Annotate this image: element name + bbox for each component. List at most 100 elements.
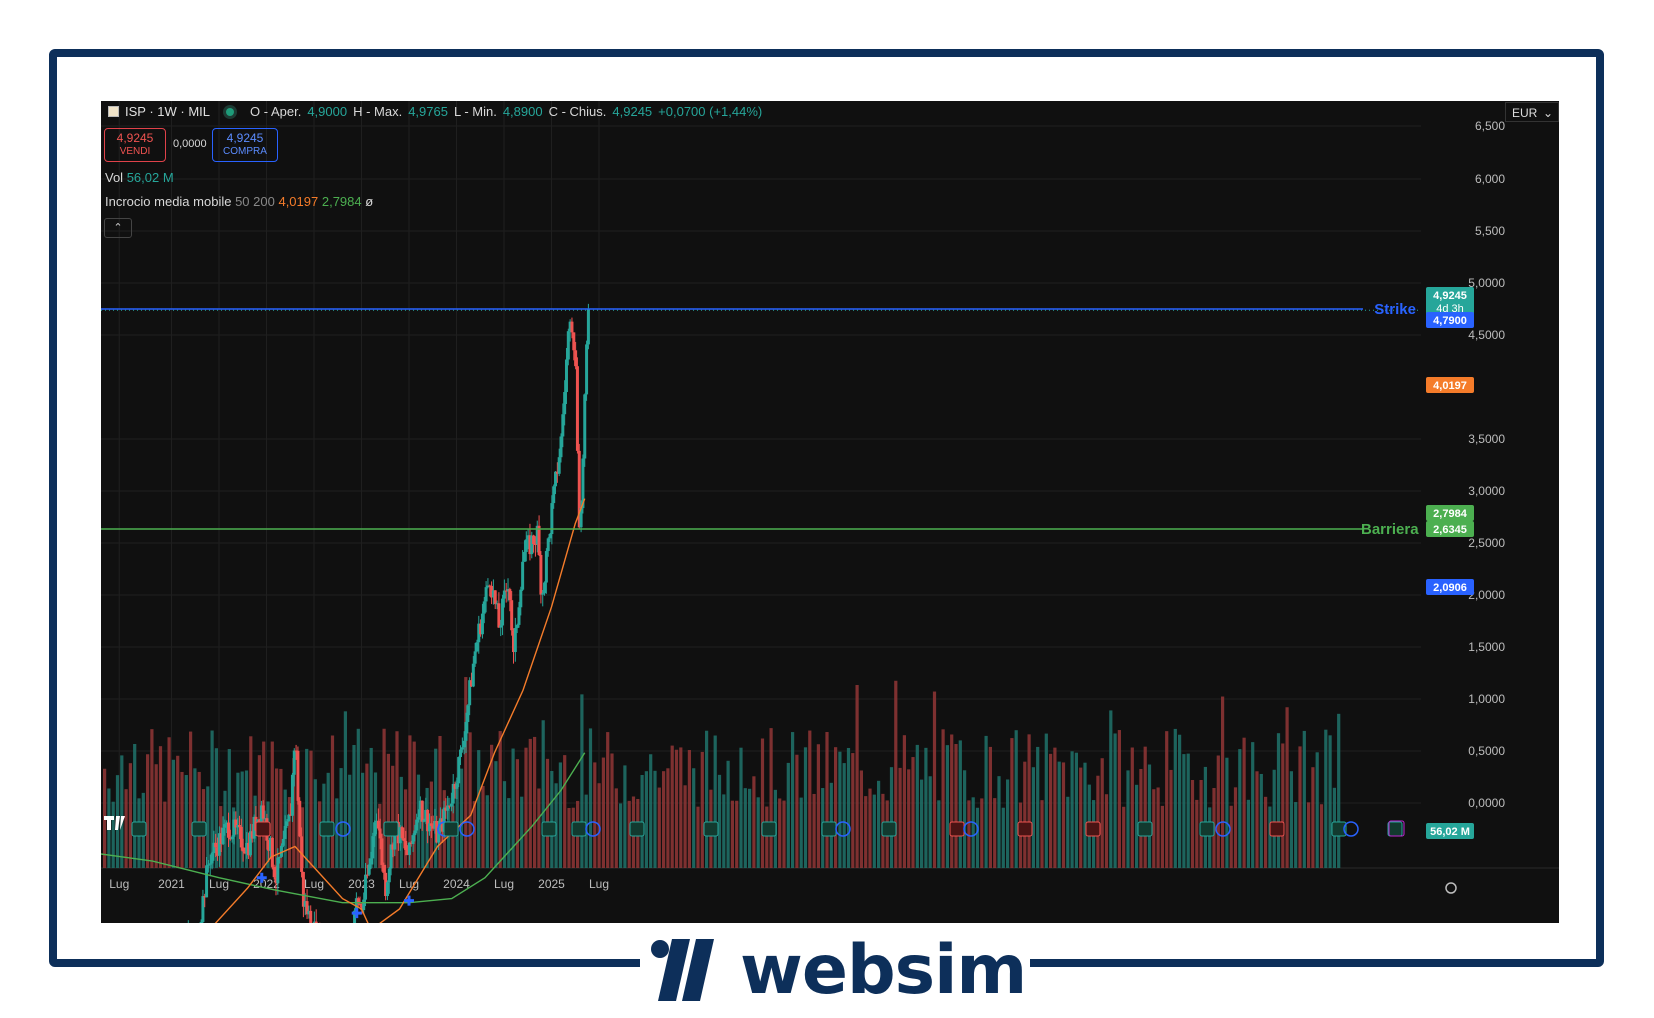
volume-bar [743, 788, 747, 868]
candle-body [210, 853, 214, 864]
volume-bar [653, 770, 657, 868]
volume-bar [1117, 730, 1121, 868]
websim-mark-icon [651, 939, 714, 1001]
candle-body [484, 587, 488, 602]
x-tick-label: Lug [589, 877, 609, 891]
candle-body [530, 535, 534, 555]
candle-body [451, 783, 455, 804]
candle-body [552, 486, 556, 504]
volume-bar [610, 753, 614, 868]
volume-bar [498, 731, 502, 868]
volume-bar [1057, 761, 1061, 868]
earnings-icon [443, 821, 459, 837]
volume-bar [391, 765, 395, 868]
volume-bar [765, 806, 769, 868]
volume-bar [485, 795, 489, 868]
candle-body [398, 827, 402, 844]
y-tick-label: 1,5000 [1468, 640, 1505, 654]
price-tag-value: 2,0906 [1433, 582, 1467, 594]
candle-body [236, 825, 240, 828]
volume-bar [1272, 769, 1276, 868]
volume-bar [700, 751, 704, 868]
ma-hidden-icon[interactable]: ø [365, 194, 374, 209]
volume-bar [1031, 767, 1035, 868]
candle-body [406, 849, 410, 855]
symbol-icon [108, 106, 119, 117]
candle-body [378, 828, 382, 839]
volume-bar [907, 769, 911, 868]
close-value: 4,9245 [612, 104, 653, 119]
volume-bar [1229, 805, 1233, 868]
dividend-icon [335, 821, 351, 837]
volume-bar [244, 770, 249, 868]
earnings-icon [541, 821, 557, 837]
ma-legend[interactable]: Incrocio media mobile 50 200 4,0197 2,79… [105, 194, 373, 209]
candle-body [563, 392, 567, 415]
candle-body [269, 837, 273, 851]
price-tag-value: 2,6345 [1433, 524, 1467, 536]
volume-bar [1100, 758, 1104, 868]
candle-body [237, 825, 241, 827]
chart-panel[interactable]: 6,500 6,000 5,500 5,0000 4,5000 3,5000 3,0000 2… [76, 101, 1559, 1018]
price-tag [1426, 823, 1474, 839]
volume-bar [326, 772, 330, 868]
volume-bar [1242, 737, 1246, 868]
volume-bar [120, 755, 124, 868]
volume-bar [171, 759, 175, 868]
candle-body [259, 805, 263, 823]
volume-bar [1195, 799, 1199, 868]
y-tick-label: 5,0000 [1468, 276, 1505, 290]
volume-bar [851, 753, 855, 868]
candle-body [539, 554, 543, 595]
candle-body [537, 525, 541, 555]
volume-bar [627, 800, 631, 868]
candle-body [459, 749, 463, 758]
candle-body [276, 857, 280, 884]
chart-canvas[interactable]: 6,5006,0005,5005,00004,50003,50003,00002… [76, 101, 1559, 1018]
volume-legend[interactable]: Vol 56,02 M [105, 170, 174, 185]
candle-body [466, 705, 470, 722]
chevron-up-icon[interactable]: ⌃ [104, 218, 132, 238]
candle-body [305, 901, 309, 915]
volume-bar [313, 779, 317, 868]
candle-body [261, 805, 265, 819]
candle-body [205, 865, 209, 898]
volume-bar [958, 740, 962, 868]
volume-bar [1130, 747, 1134, 868]
sell-button[interactable]: 4,9245 VENDI [104, 128, 166, 162]
candle-body [473, 651, 477, 664]
volume-bar [352, 745, 356, 868]
candle-body [581, 458, 585, 509]
candle-body [502, 590, 506, 599]
volume-bar [993, 798, 997, 868]
volume-bar [1259, 773, 1263, 868]
buy-button[interactable]: 4,9245 COMPRA [212, 128, 278, 162]
volume-bar [279, 768, 283, 868]
volume-bar [1182, 754, 1186, 868]
candle-body [285, 821, 289, 826]
candle-body [544, 551, 548, 583]
volume-bar [511, 748, 515, 868]
candle-body [561, 414, 565, 437]
symbol-label[interactable]: ISP · 1W · MIL [125, 104, 210, 119]
volume-bar [1246, 799, 1250, 868]
volume-bar [1156, 787, 1160, 868]
candle-body [448, 805, 452, 807]
candle-body [504, 590, 508, 592]
websim-logo: websim [650, 930, 1027, 1010]
candle-body [239, 826, 243, 848]
volume-bar [296, 799, 300, 868]
high-value: 4,9765 [408, 104, 448, 119]
dividend-icon [963, 821, 979, 837]
volume-value: 56,02 M [126, 170, 174, 185]
currency-select[interactable]: EUR ⌄ [1505, 102, 1559, 122]
x-tick-label: Lug [209, 877, 229, 891]
ohlc-header: ISP · 1W · MIL O - Aper. 4,9000 H - Max. 4… [108, 104, 762, 119]
volume-bar [1251, 742, 1255, 868]
volume-bar [180, 771, 184, 868]
volume-bar [240, 771, 244, 868]
volume-bar [1190, 780, 1195, 868]
candle-body [480, 613, 484, 635]
dividend-icon [1215, 821, 1231, 837]
volume-bar [1285, 707, 1289, 868]
